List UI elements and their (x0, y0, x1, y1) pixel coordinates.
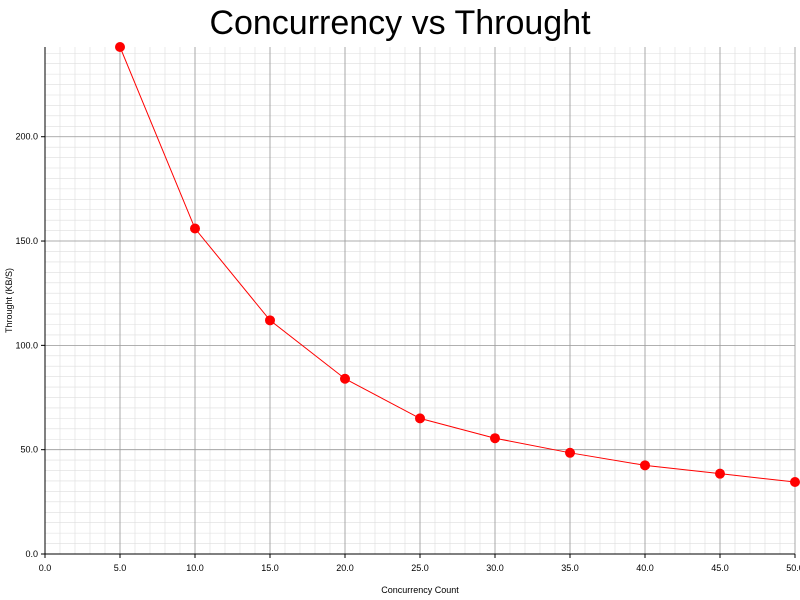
data-point (715, 468, 725, 479)
chart-title: Concurrency vs Throught (209, 4, 591, 42)
y-tick-label: 200.0 (15, 132, 38, 142)
y-tick-label: 50.0 (20, 445, 38, 455)
x-tick-label: 40.0 (636, 563, 654, 573)
data-point (340, 373, 350, 384)
y-tick-label: 100.0 (15, 340, 38, 350)
data-point (415, 413, 425, 424)
x-axis-ticks: 0.0 5.0 10.0 15.0 20.0 25.0 30.0 35.0 40.0 45.0 50… (39, 554, 800, 573)
x-tick-label: 30.0 (486, 563, 504, 573)
data-point (490, 433, 500, 444)
data-point (190, 223, 200, 234)
series-line-group (119, 46, 796, 483)
y-axis-label: Throught (KB/S) (4, 268, 14, 333)
series-line (119, 46, 796, 483)
x-tick-label: 10.0 (186, 563, 204, 573)
x-tick-label: 25.0 (411, 563, 429, 573)
x-tick-label: 0.0 (39, 563, 52, 573)
x-tick-label: 35.0 (561, 563, 579, 573)
major-gridlines (44, 47, 796, 555)
x-axis-label: Concurrency Count (381, 585, 459, 595)
x-tick-label: 15.0 (261, 563, 279, 573)
x-tick-label: 5.0 (114, 563, 127, 573)
y-axis-ticks: 0.0 50.0 100.0 150.0 200.0 (15, 132, 45, 559)
x-tick-label: 45.0 (711, 563, 729, 573)
data-point (265, 315, 275, 326)
data-point (640, 460, 650, 471)
y-tick-label: 0.0 (25, 549, 38, 559)
series-points-group (115, 42, 800, 488)
y-tick-label: 150.0 (15, 236, 38, 246)
data-point (565, 447, 575, 458)
data-point (790, 477, 800, 488)
x-tick-label: 50.0 (786, 563, 800, 573)
data-point (115, 42, 125, 52)
x-tick-label: 20.0 (336, 563, 354, 573)
